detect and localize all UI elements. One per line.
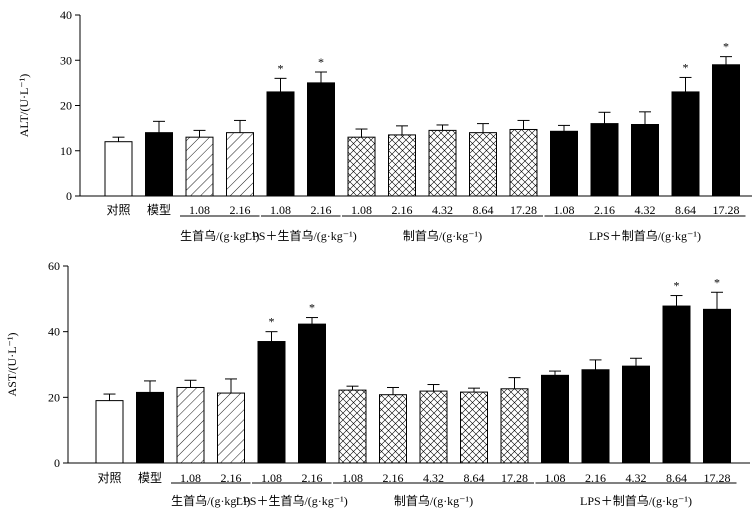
ast-category-label: 17.28 xyxy=(704,471,731,485)
alt-y-axis-label: ALT/(U·L⁻¹) xyxy=(17,74,31,137)
ast-group-label: LPS＋生首乌/(g·kg⁻¹) xyxy=(236,493,348,508)
ast-bar xyxy=(338,389,367,464)
alt-significance-mark: * xyxy=(318,55,324,69)
alt-bar xyxy=(388,134,416,197)
ast-group-label: LPS＋制首乌/(g·kg⁻¹) xyxy=(580,493,692,508)
ast-category-label: 模型 xyxy=(138,471,162,485)
ast-bar xyxy=(662,305,691,464)
alt-category-label: 8.64 xyxy=(473,203,494,217)
ast-category-label: 8.64 xyxy=(464,471,485,485)
alt-bar xyxy=(509,128,538,197)
alt-y-tick-label: 40 xyxy=(60,8,72,22)
alt-bar xyxy=(428,129,457,197)
alt-significance-mark: * xyxy=(278,61,284,75)
ast-category-label: 2.16 xyxy=(383,471,404,485)
ast-category-label: 1.08 xyxy=(342,471,363,485)
alt-bar xyxy=(145,132,173,197)
ast-category-label: 4.32 xyxy=(626,471,647,485)
ast-group-label: 生首乌/(g·kg⁻¹) xyxy=(171,493,250,508)
ast-category-label: 对照 xyxy=(97,471,121,485)
alt-category-label: 17.28 xyxy=(510,203,537,217)
alt-bar xyxy=(550,130,578,197)
ast-category-label: 2.16 xyxy=(302,471,323,485)
ast-category-label: 1.08 xyxy=(261,471,282,485)
alt-bar xyxy=(307,82,335,197)
alt-bar xyxy=(590,123,619,197)
ast-category-label: 8.64 xyxy=(666,471,687,485)
ast-y-tick-label: 40 xyxy=(48,325,60,339)
ast-bar xyxy=(217,392,245,464)
alt-significance-mark: * xyxy=(723,40,729,54)
alt-group-label: 制首乌/(g·kg⁻¹) xyxy=(403,228,482,243)
alt-group-label: LPS＋制首乌/(g·kg⁻¹) xyxy=(589,228,701,243)
alt-bar xyxy=(631,124,659,197)
ast-significance-mark: * xyxy=(269,315,275,329)
ast-bar xyxy=(136,391,164,464)
ast-chart-panel: 0 20 40 60 AST/(U·L⁻¹) 对照 模型 1.08 2.16 * 1.08 * 2.16… xyxy=(5,259,750,508)
alt-category-label: 1.08 xyxy=(351,203,372,217)
alt-group-label: LPS＋生首乌/(g·kg⁻¹) xyxy=(245,228,357,243)
alt-bar xyxy=(226,132,254,197)
alt-bar xyxy=(712,64,740,197)
alt-category-label: 2.16 xyxy=(311,203,332,217)
ast-significance-mark: * xyxy=(309,301,315,315)
ast-bar xyxy=(703,308,731,464)
ast-bar xyxy=(419,390,448,464)
alt-bar xyxy=(347,136,376,197)
alt-y-tick-label: 0 xyxy=(66,189,72,203)
alt-significance-mark: * xyxy=(683,60,689,74)
ast-group-label: 制首乌/(g·kg⁻¹) xyxy=(394,493,473,508)
ast-bar xyxy=(460,391,488,464)
alt-chart-panel: 0 10 20 30 40 ALT/(U·L⁻¹) 对照 模型 1.08 2.16 * 1.08 * 2.… xyxy=(17,8,752,243)
ast-y-tick-label: 20 xyxy=(48,390,60,404)
ast-bar xyxy=(622,365,650,464)
alt-y-tick-label: 10 xyxy=(60,144,72,158)
alt-bar xyxy=(469,132,497,197)
alt-category-label: 4.32 xyxy=(635,203,656,217)
alt-category-label: 1.08 xyxy=(270,203,291,217)
ast-bar xyxy=(541,374,569,464)
ast-bar xyxy=(257,341,286,464)
ast-category-label: 1.08 xyxy=(180,471,201,485)
ast-bar xyxy=(379,394,407,464)
alt-y-tick-label: 20 xyxy=(60,99,72,113)
ast-bar xyxy=(298,323,326,464)
ast-bar xyxy=(500,388,529,464)
ast-bar xyxy=(581,369,610,464)
ast-bar xyxy=(176,386,205,464)
alt-category-label: 对照 xyxy=(106,203,130,217)
alt-category-label: 1.08 xyxy=(189,203,210,217)
alt-group-label: 生首乌/(g·kg⁻¹) xyxy=(180,228,259,243)
ast-category-label: 2.16 xyxy=(585,471,606,485)
alt-bar xyxy=(266,91,295,197)
ast-category-label: 4.32 xyxy=(423,471,444,485)
ast-category-label: 2.16 xyxy=(221,471,242,485)
alt-category-label: 1.08 xyxy=(554,203,575,217)
alt-category-label: 模型 xyxy=(147,203,171,217)
ast-significance-mark: * xyxy=(674,279,680,293)
ast-category-label: 1.08 xyxy=(545,471,566,485)
alt-bar xyxy=(185,136,214,197)
alt-bar xyxy=(104,141,133,197)
ast-y-axis-label: AST/(U·L⁻¹) xyxy=(5,333,19,397)
ast-y-tick-label: 60 xyxy=(48,259,60,273)
alt-y-tick-label: 30 xyxy=(60,53,72,67)
ast-category-label: 17.28 xyxy=(501,471,528,485)
alt-bar xyxy=(671,91,700,197)
alt-category-label: 2.16 xyxy=(594,203,615,217)
alt-category-label: 8.64 xyxy=(675,203,696,217)
alt-category-label: 2.16 xyxy=(392,203,413,217)
ast-significance-mark: * xyxy=(714,275,720,289)
alt-category-label: 4.32 xyxy=(432,203,453,217)
ast-y-tick-label: 0 xyxy=(54,456,60,470)
alt-category-label: 2.16 xyxy=(230,203,251,217)
alt-category-label: 17.28 xyxy=(713,203,740,217)
ast-bar xyxy=(95,400,124,464)
